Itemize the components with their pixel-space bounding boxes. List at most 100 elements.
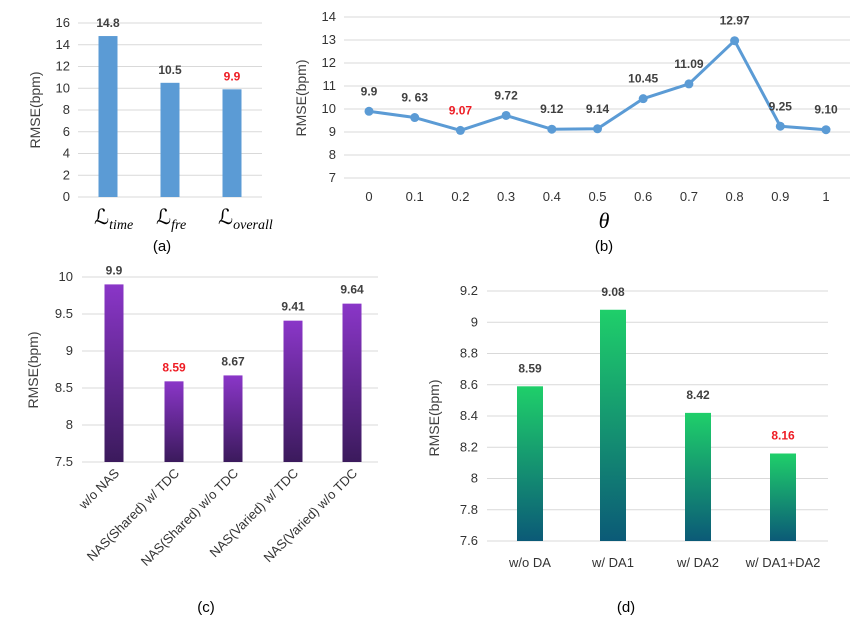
x-tick-label: w/o NAS <box>75 465 122 512</box>
bar <box>600 309 626 541</box>
y-axis-label: RMSE(bpm) <box>25 331 41 408</box>
data-label: 8.67 <box>221 354 245 368</box>
caption-b: (b) <box>595 238 613 255</box>
data-point <box>684 79 694 89</box>
x-tick-label: 0.8 <box>726 189 744 204</box>
data-label: 9.08 <box>601 285 625 299</box>
x-tick-label: NAS(Shared) w/o TDC <box>138 466 241 569</box>
y-tick-label: 14 <box>322 9 336 24</box>
y-tick-label: 7.5 <box>55 454 73 469</box>
x-axis-label: θ <box>599 208 610 233</box>
data-label: 12.97 <box>720 14 750 28</box>
x-tick-label: w/ DA1 <box>591 555 634 570</box>
data-label: 8.16 <box>771 429 795 443</box>
bar <box>770 453 796 541</box>
data-label: 10.45 <box>628 72 658 86</box>
y-tick-label: 9 <box>329 124 336 139</box>
data-point <box>730 36 740 46</box>
y-tick-label: 9 <box>66 343 73 358</box>
data-point <box>638 94 648 104</box>
data-label: 8.59 <box>162 360 186 374</box>
data-label: 9.14 <box>586 102 610 116</box>
bar <box>98 36 118 197</box>
y-tick-label: 8.8 <box>460 346 478 361</box>
data-label: 9.64 <box>340 283 364 297</box>
y-axis-label: RMSE(bpm) <box>27 71 43 148</box>
data-point <box>364 106 374 116</box>
data-label: 11.09 <box>674 57 704 71</box>
x-tick-label: 1 <box>822 189 829 204</box>
x-tick-label: 0.9 <box>771 189 789 204</box>
x-tick-label: w/ DA1+DA2 <box>745 555 821 570</box>
y-tick-label: 7 <box>329 170 336 185</box>
bar <box>164 381 184 462</box>
y-axis-label: RMSE(bpm) <box>426 379 442 456</box>
data-label: 8.59 <box>518 361 542 375</box>
x-tick-label: 0.5 <box>588 189 606 204</box>
panel-b-chart: 7 8 9 10 11 12 13 14 RMSE(bpm) 9.9 0 9. 63 0.1 9.07 0.… <box>293 9 850 233</box>
caption-c: (c) <box>197 599 215 616</box>
data-point <box>821 125 831 135</box>
x-tick-label: 0.1 <box>406 189 424 204</box>
data-point <box>455 125 465 135</box>
bar <box>283 320 303 462</box>
x-tick-label: 0.4 <box>543 189 561 204</box>
data-label: 9.9 <box>106 263 123 277</box>
data-label: 9.07 <box>449 103 473 117</box>
y-tick-label: 8 <box>471 471 478 486</box>
bar <box>160 82 180 197</box>
y-tick-label: 8.4 <box>460 408 478 423</box>
caption-a: (a) <box>153 238 171 255</box>
bar <box>342 303 362 462</box>
data-point <box>593 124 602 134</box>
x-tick-label: 0 <box>365 189 372 204</box>
data-label: 8.42 <box>686 388 710 402</box>
bar <box>517 386 543 541</box>
data-label: 14.8 <box>96 16 120 30</box>
data-label: 9.12 <box>540 102 564 116</box>
data-point <box>547 124 557 134</box>
y-tick-label: 6 <box>63 124 70 139</box>
y-tick-label: 10 <box>56 80 70 95</box>
panel-a-chart: 0 2 4 6 8 10 12 14 16 RMSE(bpm) 14.8 ℒtime 10.5 ℒfre 9… <box>27 15 273 233</box>
y-tick-label: 14 <box>56 37 70 52</box>
data-label: 9.41 <box>281 300 305 314</box>
y-tick-label: 16 <box>56 15 70 30</box>
y-axis-label: RMSE(bpm) <box>293 59 309 136</box>
bar <box>222 89 242 197</box>
y-tick-label: 8 <box>63 102 70 117</box>
panel-d-chart: 7.6 7.8 8 8.2 8.4 8.6 8.8 9 9.2 RMSE(bpm) 8.59 w/o … <box>426 283 828 570</box>
y-tick-label: 2 <box>63 167 70 182</box>
y-tick-label: 4 <box>63 146 70 161</box>
bar <box>223 375 243 462</box>
data-label: 9.9 <box>361 84 378 98</box>
x-tick-label: 0.7 <box>680 189 698 204</box>
x-tick-label: ℒoverall <box>218 205 273 233</box>
y-tick-label: 10 <box>322 101 336 116</box>
x-tick-label: ℒtime <box>94 205 133 233</box>
y-tick-label: 8.6 <box>460 377 478 392</box>
x-tick-label: 0.2 <box>451 189 469 204</box>
data-label: 9.72 <box>494 88 518 102</box>
y-tick-label: 9.2 <box>460 283 478 298</box>
y-tick-label: 12 <box>56 59 70 74</box>
y-tick-label: 8.5 <box>55 380 73 395</box>
x-tick-label: w/ DA2 <box>676 555 719 570</box>
y-tick-label: 13 <box>322 32 336 47</box>
bar <box>104 284 124 462</box>
y-tick-label: 9.5 <box>55 306 73 321</box>
x-tick-label: w/o DA <box>508 555 551 570</box>
y-tick-label: 8 <box>66 417 73 432</box>
data-point <box>501 110 511 120</box>
data-label: 9. 63 <box>401 91 428 105</box>
y-tick-label: 8 <box>329 147 336 162</box>
y-tick-label: 12 <box>322 55 336 70</box>
data-point <box>410 113 420 123</box>
data-label: 9.25 <box>769 99 793 113</box>
y-tick-label: 7.8 <box>460 502 478 517</box>
y-tick-label: 8.2 <box>460 439 478 454</box>
y-tick-label: 9 <box>471 314 478 329</box>
y-tick-label: 11 <box>323 78 337 93</box>
